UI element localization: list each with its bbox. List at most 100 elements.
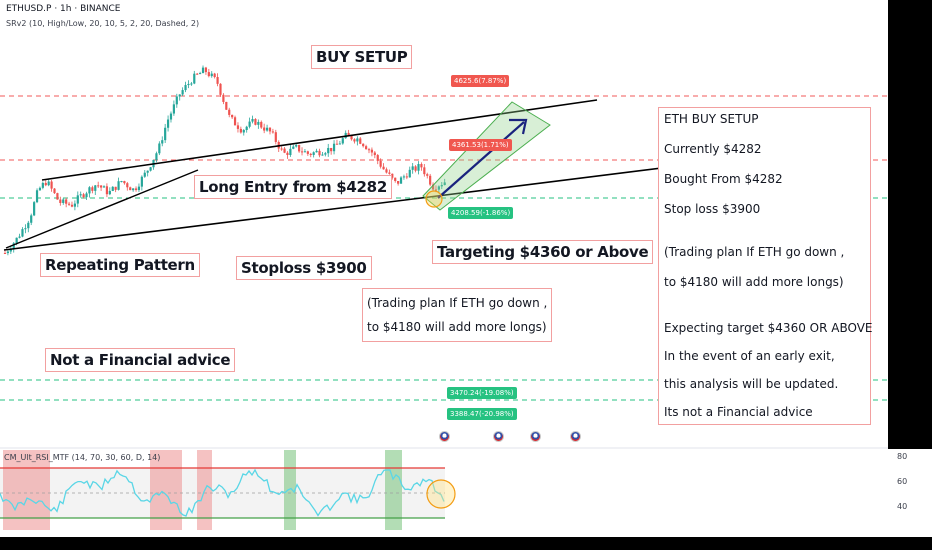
summary-target: Expecting target $4360 OR ABOVE: [664, 321, 873, 335]
candle-body: [260, 121, 263, 128]
candle-body: [123, 181, 126, 184]
candle-body: [309, 153, 312, 155]
candle-body: [405, 176, 408, 178]
summary-plan-line2: to $4180 will add more longs): [664, 275, 844, 289]
candle-body: [298, 144, 301, 152]
candle-body: [280, 148, 283, 150]
candle-body: [15, 237, 18, 244]
candle-body: [111, 186, 114, 191]
candle-body: [120, 181, 123, 183]
candle-body: [303, 151, 307, 153]
long-entry-label[interactable]: Long Entry from $4282: [194, 175, 392, 199]
summary-stoploss: Stop loss $3900: [664, 202, 761, 216]
candle-body: [35, 190, 39, 203]
candle-body: [190, 83, 193, 85]
candle-body: [222, 94, 225, 102]
candle-body: [353, 139, 356, 142]
candle-body: [82, 194, 85, 198]
candle-body: [24, 228, 27, 230]
candle-body: [126, 183, 129, 188]
buy-setup-label[interactable]: BUY SETUP: [311, 45, 413, 69]
level-tag-3388[interactable]: 3388.47(-20.98%): [447, 408, 517, 420]
summary-update-note: this analysis will be updated.: [664, 377, 839, 391]
candle-body: [362, 143, 365, 147]
candle-body: [67, 203, 71, 205]
candle-body: [431, 184, 435, 190]
candle-body: [44, 182, 47, 186]
candle-body: [108, 190, 111, 195]
level-tag-3470[interactable]: 3470.24(-19.08%): [447, 387, 517, 399]
candle-body: [437, 186, 440, 190]
candle-body: [134, 188, 138, 191]
candle-body: [423, 167, 426, 175]
candle-body: [85, 193, 88, 198]
candle-body: [373, 152, 376, 156]
candle-body: [114, 186, 117, 190]
candle-body: [91, 187, 94, 191]
targeting-label[interactable]: Targeting $4360 or Above: [432, 240, 654, 264]
candle-body: [231, 114, 234, 118]
level-tag-4208[interactable]: 4208.59(-1.86%): [448, 207, 514, 219]
candle-body: [12, 243, 15, 250]
candle-body: [70, 204, 74, 207]
candle-body: [199, 73, 202, 75]
candle-body: [388, 172, 391, 174]
candle-body: [391, 173, 394, 178]
us-event-flag-icon[interactable]: [530, 431, 541, 442]
rsi-overbought-zone: [3, 450, 50, 530]
candle-body: [105, 186, 109, 195]
stoploss-label[interactable]: Stoploss $3900: [236, 256, 372, 280]
candle-body: [196, 73, 199, 75]
entry-marker: [425, 190, 443, 208]
candle-body: [367, 149, 371, 151]
candle-body: [18, 236, 21, 238]
candle-body: [129, 187, 132, 191]
candle-body: [300, 151, 304, 153]
candle-body: [338, 143, 341, 145]
pattern-trendline: [5, 169, 199, 249]
candle-body: [321, 154, 324, 156]
candle-body: [225, 101, 228, 110]
upper-trendline: [41, 99, 598, 181]
rsi-legend[interactable]: CM_Ult_RSI_MTF (14, 70, 30, 60, D, 14): [4, 453, 161, 462]
candle-body: [161, 140, 164, 144]
candle-body: [210, 73, 213, 77]
candle-body: [172, 104, 175, 114]
candle-body: [207, 72, 210, 77]
candle-body: [62, 199, 65, 203]
candle-body: [265, 127, 269, 131]
candle-body: [341, 138, 344, 144]
candle-body: [420, 164, 423, 168]
candle-body: [6, 251, 10, 254]
repeating-pattern-label[interactable]: Repeating Pattern: [40, 253, 200, 277]
us-event-flag-icon[interactable]: [439, 431, 450, 442]
candle-body: [245, 126, 248, 131]
indicator-legend[interactable]: SRv2 (10, High/Low, 20, 10, 5, 2, 20, Da…: [6, 19, 200, 28]
setup-summary-panel[interactable]: ETH BUY SETUP Currently $4282 Bought Fro…: [658, 107, 873, 425]
rsi-line: [0, 468, 445, 517]
level-tag-4625[interactable]: 4625.6(7.87%): [451, 75, 510, 87]
us-event-flag-icon[interactable]: [493, 431, 504, 442]
candle-body: [242, 130, 245, 133]
not-financial-advice-label[interactable]: Not a Financial advice: [45, 348, 236, 372]
candle-body: [94, 185, 97, 191]
symbol-title[interactable]: ETHUSD.P · 1h · BINANCE: [6, 4, 121, 14]
candle-body: [56, 193, 59, 200]
candle-body: [295, 144, 298, 147]
trading-plan-note[interactable]: (Trading plan If ETH go down , to $4180 …: [362, 288, 553, 342]
candle-body: [359, 138, 362, 144]
level-tag-4361[interactable]: 4361.53(1.71%): [449, 139, 512, 151]
us-event-flag-icon[interactable]: [570, 431, 581, 442]
candle-body: [137, 186, 141, 191]
candle-body: [228, 109, 231, 115]
candle-body: [140, 176, 143, 187]
bottom-dark-border: [0, 537, 932, 550]
candle-body: [399, 177, 403, 184]
candle-body: [146, 170, 149, 173]
candle-body: [164, 127, 167, 141]
candle-body: [216, 77, 219, 84]
candle-body: [376, 155, 379, 161]
candle-body: [426, 174, 429, 176]
candle-body: [286, 152, 289, 155]
candle-body: [411, 166, 414, 170]
